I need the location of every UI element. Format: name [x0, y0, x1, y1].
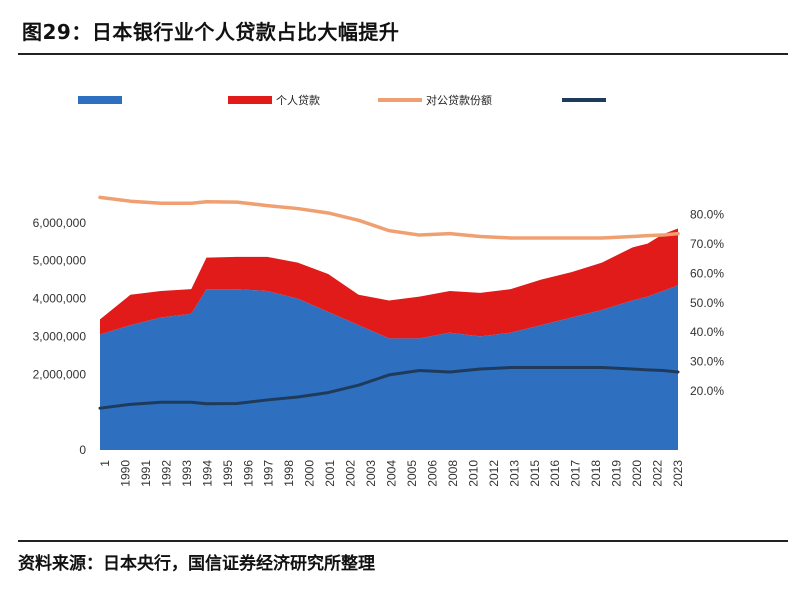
figure-title: 图29：日本银行业个人贷款占比大幅提升	[22, 20, 400, 44]
left-axis: 0 2,000,000 3,000,000 4,000,000 5,000,000 6,0…	[33, 216, 87, 457]
x-tick-label: 2001	[323, 460, 337, 487]
x-tick-label: 1990	[118, 460, 132, 487]
area-chart: 个人贷款 对公贷款份额 0 2,000,000 3,000,000 4,000,000 5…	[33, 93, 725, 487]
x-tick-label: 1993	[180, 460, 194, 487]
legend-swatch	[78, 96, 122, 104]
x-tick-label: 2006	[425, 460, 439, 487]
right-tick-label: 40.0%	[690, 325, 724, 339]
x-tick-label: 2015	[528, 460, 542, 487]
x-tick-label: 2000	[303, 460, 317, 487]
legend-label: 个人贷款	[276, 93, 320, 107]
x-tick-label: 2002	[344, 460, 358, 487]
x-tick-label: 1994	[200, 460, 214, 487]
legend-item-2: 个人贷款	[228, 93, 320, 107]
right-tick-label: 60.0%	[690, 266, 724, 280]
right-tick-label: 80.0%	[690, 207, 724, 221]
x-tick-label: 2005	[405, 460, 419, 487]
left-tick-label: 4,000,000	[33, 292, 87, 306]
x-tick-label: 2016	[548, 460, 562, 487]
legend-label: 对公贷款份额	[426, 93, 492, 107]
area-layer	[100, 228, 678, 450]
line-layer	[98, 195, 680, 410]
area-series-1	[100, 285, 678, 450]
x-tick-label: 1997	[262, 460, 276, 487]
x-tick-label: 2023	[671, 460, 685, 487]
x-tick-label: 1996	[241, 460, 255, 487]
left-tick-label: 3,000,000	[33, 329, 87, 343]
x-axis: 1 1990 1991 1992 1993 1994 1995 1996 1997 1998 200…	[98, 460, 685, 487]
x-tick-label: 1992	[159, 460, 173, 487]
x-tick-label: 2004	[385, 460, 399, 487]
x-tick-label: 1998	[282, 460, 296, 487]
left-tick-label: 0	[79, 443, 86, 457]
left-tick-label: 6,000,000	[33, 216, 87, 230]
right-tick-label: 20.0%	[690, 384, 724, 398]
line-series-2	[98, 366, 680, 410]
right-tick-label: 30.0%	[690, 355, 724, 369]
x-tick-label: 2019	[610, 460, 624, 487]
x-tick-label: 2010	[466, 460, 480, 487]
line-series-1	[98, 195, 680, 240]
x-tick-label: 2022	[651, 460, 665, 487]
x-tick-label: 1	[98, 460, 112, 467]
chart-legend: 个人贷款 对公贷款份额	[78, 93, 606, 107]
title-divider	[18, 53, 788, 55]
x-tick-label: 2008	[446, 460, 460, 487]
right-axis: 20.0% 30.0% 40.0% 50.0% 60.0% 70.0% 80.0%	[690, 207, 724, 398]
right-tick-label: 50.0%	[690, 296, 724, 310]
right-tick-label: 70.0%	[690, 237, 724, 251]
x-tick-label: 1995	[221, 460, 235, 487]
x-tick-label: 2003	[364, 460, 378, 487]
legend-swatch	[228, 96, 272, 104]
legend-item-1	[78, 96, 122, 104]
x-tick-label: 2018	[589, 460, 603, 487]
left-tick-label: 5,000,000	[33, 254, 87, 268]
area-series-2	[100, 228, 678, 339]
x-tick-label: 2020	[630, 460, 644, 487]
source-note: 资料来源：日本央行，国信证券经济研究所整理	[18, 554, 375, 574]
x-tick-label: 2013	[507, 460, 521, 487]
x-tick-label: 2012	[487, 460, 501, 487]
x-tick-label: 2017	[569, 460, 583, 487]
legend-item-3: 对公贷款份额	[378, 93, 492, 107]
left-tick-label: 2,000,000	[33, 367, 87, 381]
source-divider	[18, 540, 788, 542]
x-tick-label: 1991	[139, 460, 153, 487]
